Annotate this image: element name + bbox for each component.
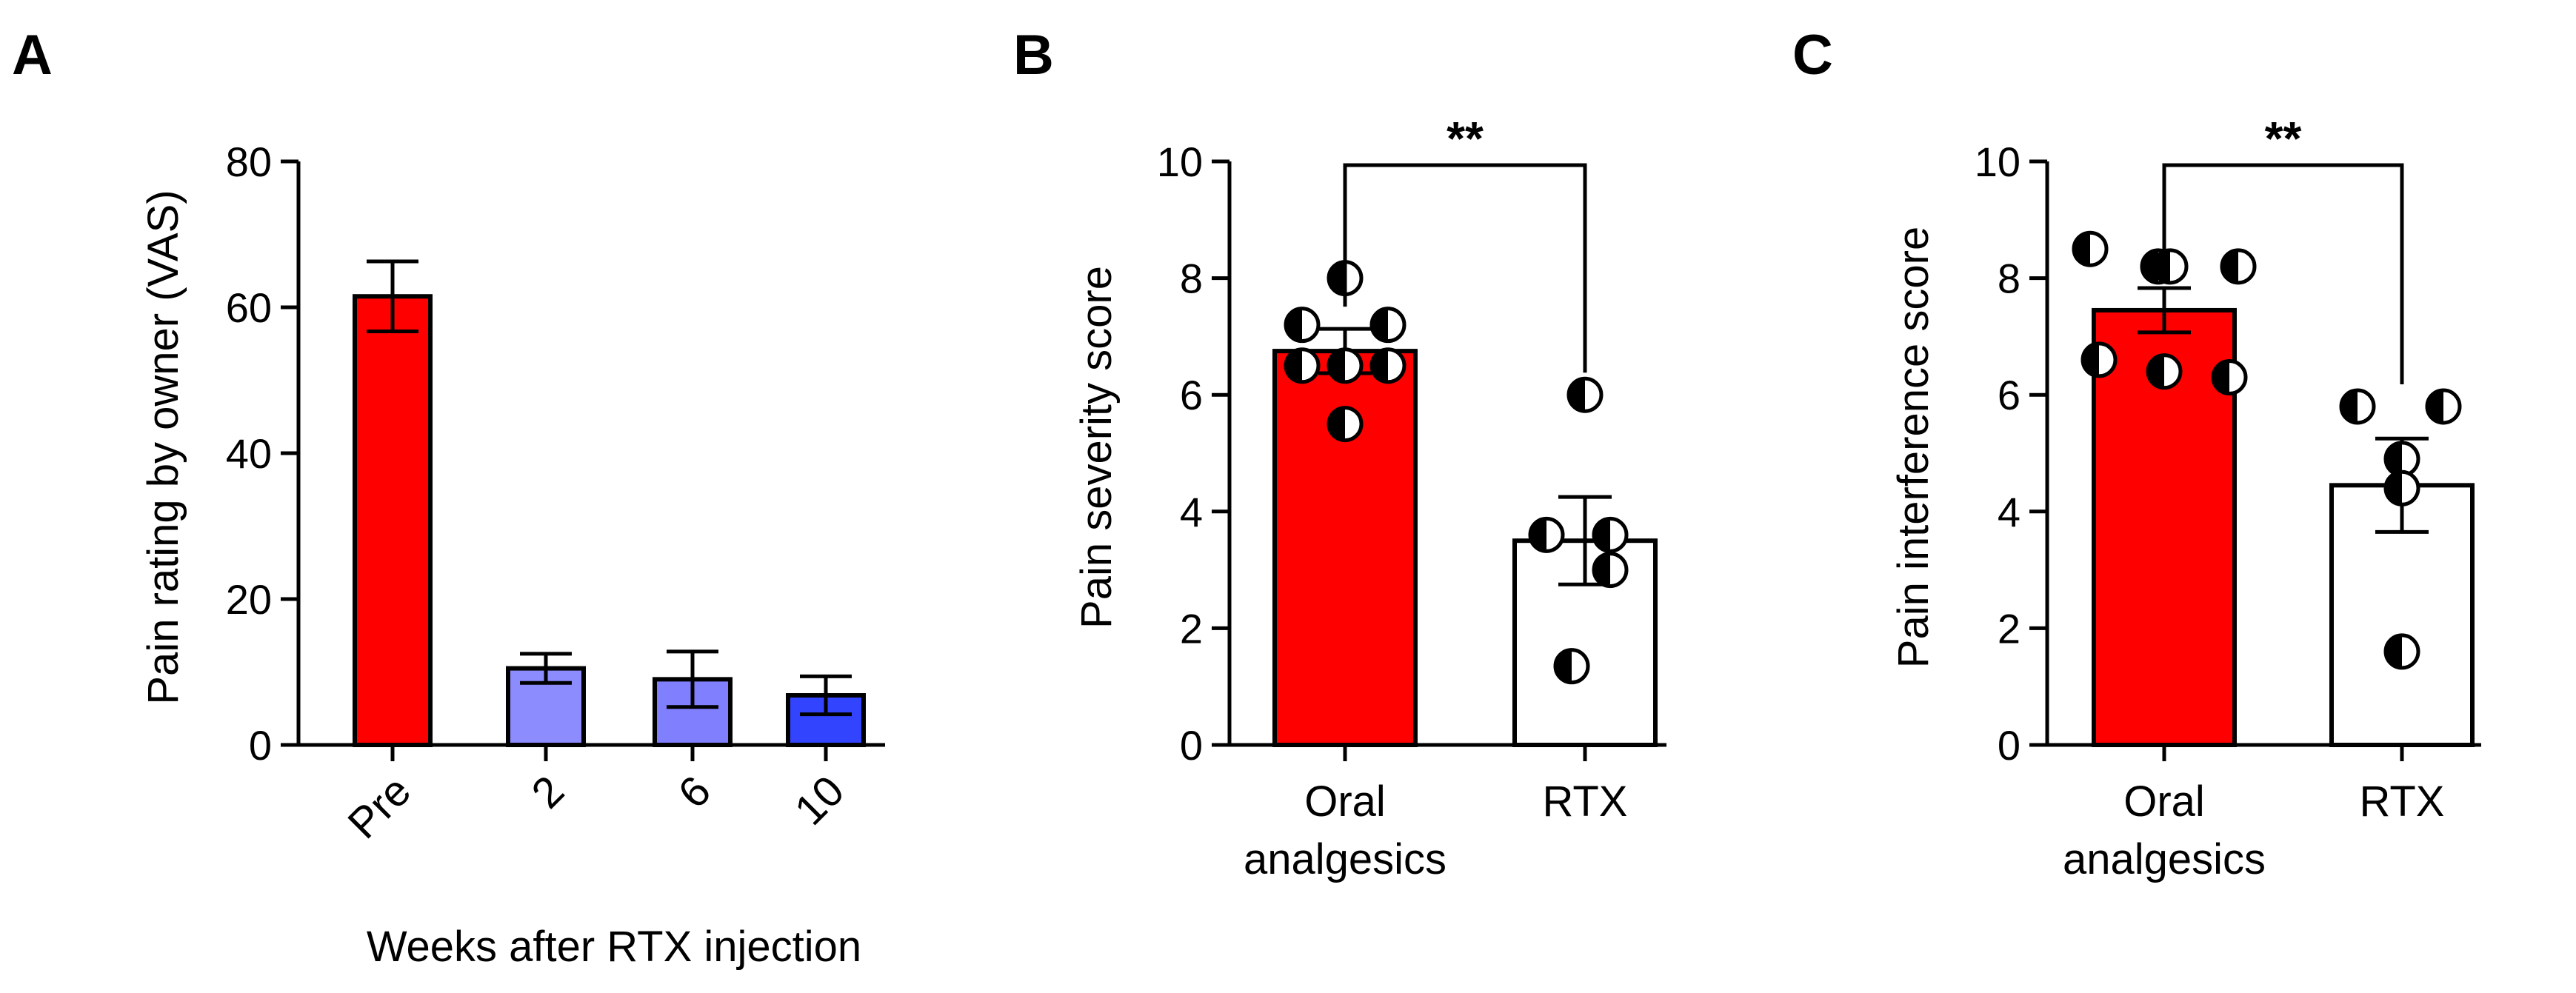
y-axis-title: Pain severity score	[1072, 266, 1121, 629]
y-tick-label: 40	[226, 430, 272, 477]
point-fill-half	[2148, 355, 2164, 388]
significance-label: **	[2265, 112, 2302, 165]
chart-panel-b: Pain severity score 0 2 4 6 8 10 Oral analgesic…	[1072, 112, 1666, 883]
x-tick-label: RTX	[1543, 778, 1628, 826]
panel-letter-c: C	[1792, 24, 1833, 87]
x-tick-label: Pre	[338, 766, 420, 848]
data-point	[2383, 469, 2420, 506]
y-tick-label: 10	[1975, 138, 2021, 185]
y-tick-label: 2	[1998, 605, 2021, 652]
point-fill-half	[1329, 261, 1345, 295]
y-tick-label: 4	[1998, 489, 2021, 535]
data-point	[1566, 376, 1604, 413]
x-tick-label: 2	[522, 766, 573, 818]
point-fill-half	[1329, 407, 1345, 441]
panel-letter-a: A	[12, 24, 53, 87]
y-tick-label: 6	[1998, 372, 2021, 418]
data-point	[1327, 347, 1364, 384]
y-tick-label: 10	[1157, 138, 1203, 185]
point-fill-half	[1594, 553, 1610, 586]
point-fill-half	[2074, 233, 2090, 266]
data-point	[2072, 230, 2109, 267]
point-fill-half	[1530, 518, 1546, 552]
point-fill-half	[2341, 389, 2358, 423]
y-tick-label: 4	[1180, 489, 1203, 535]
y-tick-label: 6	[1180, 372, 1203, 418]
data-point	[1284, 307, 1321, 344]
data-point	[2220, 248, 2257, 285]
chart-panel-a: Pain rating by owner (VAS) Weeks after R…	[139, 138, 885, 971]
y-tick-label: 8	[1180, 255, 1203, 302]
x-tick-label: analgesics	[2063, 835, 2266, 883]
y-axis-title: Pain rating by owner (VAS)	[139, 190, 187, 704]
point-fill-half	[1286, 349, 1302, 382]
point-fill-half	[1372, 308, 1388, 341]
point-fill-half	[2427, 389, 2443, 423]
y-tick-label: 0	[249, 722, 272, 769]
x-tick-label: 10	[786, 766, 854, 835]
point-fill-half	[1555, 649, 1572, 683]
point-fill-half	[2083, 343, 2099, 376]
data-point	[1528, 516, 1565, 553]
significance-label: **	[1447, 112, 1484, 165]
y-tick-label: 2	[1180, 605, 1203, 652]
y-tick-label: 80	[226, 138, 272, 185]
data-point	[1369, 347, 1407, 384]
point-fill-half	[2386, 442, 2402, 475]
y-tick-label: 0	[1180, 722, 1203, 769]
point-fill-half	[1372, 349, 1388, 382]
point-fill-half	[1329, 349, 1345, 382]
data-point	[2383, 633, 2420, 670]
data-point	[2152, 248, 2189, 285]
point-fill-half	[2386, 635, 2402, 668]
y-tick-label: 8	[1998, 255, 2021, 302]
data-point	[1369, 307, 1407, 344]
point-fill-half	[2386, 472, 2402, 505]
x-tick-label: Oral	[2123, 778, 2205, 826]
y-tick-label: 0	[1998, 722, 2021, 769]
data-point	[2339, 388, 2376, 425]
data-point	[2146, 353, 2183, 390]
data-point	[2081, 341, 2118, 378]
data-point	[1327, 406, 1364, 443]
chart-panel-c: Pain interference score 0 2 4 6 8 10 Oral analg…	[1889, 112, 2481, 883]
bar	[353, 294, 433, 748]
x-tick-label: 6	[669, 766, 720, 818]
x-tick-label: Oral	[1304, 778, 1386, 826]
data-point	[1284, 347, 1321, 384]
data-point	[1553, 648, 1590, 685]
panel-letter-b: B	[1013, 24, 1054, 87]
point-fill-half	[1286, 308, 1302, 341]
data-point	[2383, 441, 2420, 478]
y-tick-label: 60	[226, 284, 272, 331]
point-fill-half	[2222, 250, 2238, 283]
significance-bracket	[2162, 163, 2404, 384]
y-axis-title: Pain interference score	[1889, 227, 1938, 668]
y-tick-label: 20	[226, 576, 272, 623]
data-point	[1592, 552, 1629, 589]
data-point	[2211, 359, 2248, 396]
x-axis-title: Weeks after RTX injection	[367, 923, 861, 971]
data-point	[2425, 388, 2462, 425]
point-fill-half	[1569, 378, 1585, 412]
point-fill-half	[2213, 361, 2229, 394]
x-tick-label: RTX	[2360, 778, 2445, 826]
x-tick-label: analgesics	[1244, 835, 1447, 883]
point-fill-half	[1594, 518, 1610, 552]
data-point	[1592, 516, 1629, 553]
significance-bracket	[1343, 163, 1587, 373]
